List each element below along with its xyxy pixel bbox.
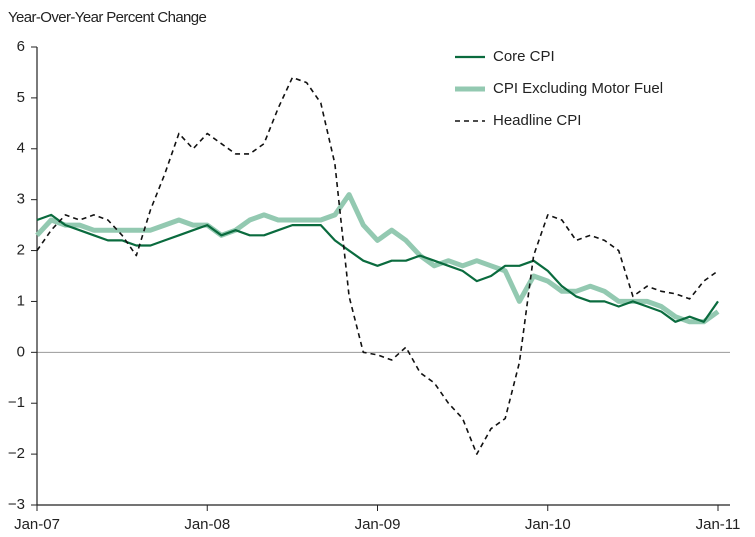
x-tick-label: Jan-08 bbox=[184, 516, 230, 533]
y-tick-label: 3 bbox=[17, 191, 25, 208]
y-tick-label: −1 bbox=[8, 394, 25, 411]
y-tick-label: 2 bbox=[17, 242, 25, 259]
legend-label: Core CPI bbox=[493, 48, 555, 65]
y-tick-label: 6 bbox=[17, 38, 25, 55]
y-tick-label: 1 bbox=[17, 292, 25, 309]
series-line bbox=[35, 192, 720, 325]
y-tick-label: 4 bbox=[17, 140, 25, 157]
x-tick-label: Jan-09 bbox=[355, 516, 401, 533]
legend-label: CPI Excluding Motor Fuel bbox=[493, 80, 663, 97]
y-tick-label: −2 bbox=[8, 445, 25, 462]
y-tick-label: −3 bbox=[8, 496, 25, 513]
y-tick-label: 0 bbox=[17, 343, 25, 360]
series-line bbox=[36, 213, 719, 323]
legend-label: Headline CPI bbox=[493, 112, 581, 129]
y-axis-label: Year-Over-Year Percent Change bbox=[8, 9, 207, 26]
x-tick-label: Jan-11 bbox=[696, 516, 741, 533]
x-tick-label: Jan-10 bbox=[525, 516, 571, 533]
x-tick-label: Jan-07 bbox=[14, 516, 60, 533]
y-tick-label: 5 bbox=[17, 89, 25, 106]
series-line bbox=[36, 76, 719, 455]
